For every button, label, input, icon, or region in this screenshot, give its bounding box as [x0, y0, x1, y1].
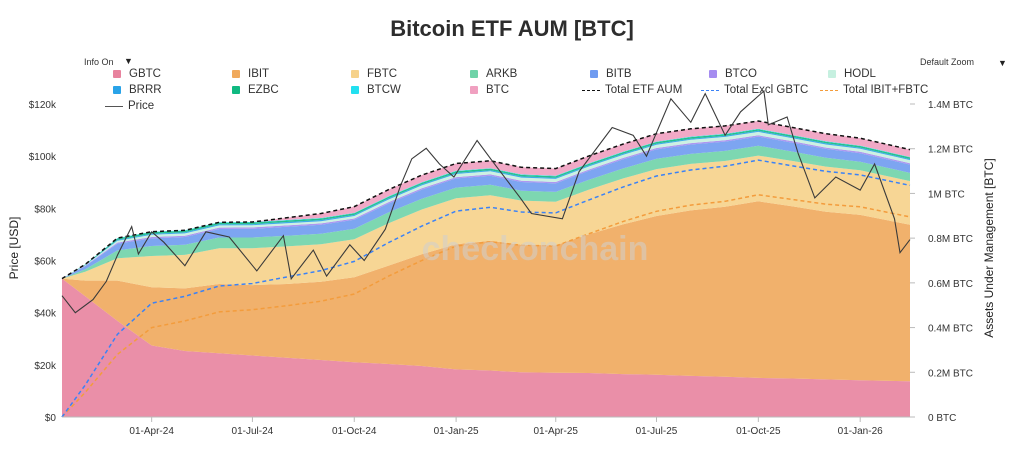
legend-item-total-etf-aum[interactable]: Total ETF AUM — [582, 84, 682, 96]
x-tick-label: 01-Oct-24 — [332, 426, 377, 437]
legend-swatch — [701, 89, 719, 91]
legend-swatch — [113, 70, 121, 78]
legend-label: BTC — [486, 84, 509, 96]
legend-swatch — [709, 70, 717, 78]
y-right-tick-label: 1M BTC — [928, 189, 965, 200]
y-left-tick-label: $120k — [29, 100, 57, 111]
y-right-axis-title: Assets Under Management [BTC] — [982, 158, 996, 337]
y-left-axis-title: Price [USD] — [7, 217, 21, 280]
legend-item-fbtc[interactable]: FBTC — [351, 68, 397, 80]
legend-label: ARKB — [486, 68, 518, 80]
x-tick-label: 01-Jul-25 — [636, 426, 678, 437]
y-right-tick-label: 0.6M BTC — [928, 279, 973, 290]
legend-item-hodl[interactable]: HODL — [828, 68, 876, 80]
legend-label: HODL — [844, 68, 876, 80]
legend-swatch — [582, 89, 600, 91]
legend-swatch — [820, 89, 838, 91]
legend-item-total-ibit-fbtc[interactable]: Total IBIT+FBTC — [820, 84, 928, 96]
axes: $0 $20k $40k $60k $80k $100k $120k 0 BTC 0.2M BT… — [7, 100, 996, 437]
legend-label: BTCW — [367, 84, 401, 96]
x-tick-label: 01-Jan-26 — [838, 426, 883, 437]
zoom-select[interactable]: Default Zoom — [920, 57, 974, 67]
legend-item-ibit[interactable]: IBIT — [232, 68, 269, 80]
area-gbtc — [62, 278, 910, 417]
area-ibit — [62, 201, 910, 382]
legend-swatch — [113, 86, 121, 94]
legend-label: BITB — [606, 68, 632, 80]
legend-item-arkb[interactable]: ARKB — [470, 68, 517, 80]
legend-swatch — [351, 70, 359, 78]
legend-item-brrr[interactable]: BRRR — [113, 84, 162, 96]
legend-label: FBTC — [367, 68, 398, 80]
x-tick-label: 01-Oct-25 — [736, 426, 781, 437]
legend-item-bitb[interactable]: BITB — [590, 68, 632, 80]
legend-label: Total IBIT+FBTC — [843, 84, 929, 96]
legend-swatch — [232, 86, 240, 94]
legend-item-btcw[interactable]: BTCW — [351, 84, 401, 96]
y-left-tick-label: $80k — [34, 204, 57, 215]
legend-label: Price — [128, 100, 155, 112]
line-price — [61, 89, 911, 314]
x-tick-label: 01-Apr-25 — [534, 426, 579, 437]
y-left-tick-label: $40k — [34, 309, 57, 320]
legend-label: Total Excl GBTC — [724, 84, 809, 96]
legend-swatch — [590, 70, 598, 78]
y-right-tick-label: 1.4M BTC — [928, 100, 973, 111]
stacked-area-layers — [62, 121, 910, 417]
legend-item-price[interactable]: Price — [105, 100, 154, 112]
area-bitb — [62, 136, 910, 279]
y-left-tick-label: $100k — [29, 152, 57, 163]
y-right-tick-label: 1.2M BTC — [928, 145, 973, 156]
y-left-tick-label: $20k — [34, 361, 57, 372]
y-right-tick-label: 0.4M BTC — [928, 324, 973, 335]
legend-label: GBTC — [129, 68, 161, 80]
y-left-tick-label: $0 — [45, 413, 57, 424]
info-dropdown-caret-icon[interactable]: ▼ — [124, 56, 133, 66]
area-hodl — [62, 131, 910, 279]
x-tick-label: 01-Apr-24 — [129, 426, 174, 437]
zoom-select-label: Default Zoom — [920, 57, 975, 67]
legend-swatch — [470, 70, 478, 78]
info-toggle-label: Info On — [84, 57, 114, 67]
x-tick-label: 01-Jul-24 — [232, 426, 274, 437]
legend-item-total-excl-gbtc[interactable]: Total Excl GBTC — [701, 84, 808, 96]
area-fbtc — [62, 155, 910, 289]
legend-swatch — [232, 70, 240, 78]
line-total-excl-gbtc — [61, 159, 911, 418]
y-left-tick-label: $60k — [34, 257, 57, 268]
line-total-etf-aum — [61, 120, 911, 280]
area-btc — [62, 121, 910, 279]
legend-label: Total ETF AUM — [605, 84, 683, 96]
legend-label: IBIT — [248, 68, 270, 80]
legend-swatch — [351, 86, 359, 94]
legend-swatch — [828, 70, 836, 78]
zoom-dropdown-caret-icon[interactable]: ▼ — [998, 58, 1007, 68]
legend-item-btco[interactable]: BTCO — [709, 68, 757, 80]
y-right-tick-label: 0.8M BTC — [928, 234, 973, 245]
watermark: checkonchain — [422, 230, 649, 268]
legend-item-gbtc[interactable]: GBTC — [113, 68, 161, 80]
legend-label: BTCO — [725, 68, 757, 80]
y-right-tick-label: 0.2M BTC — [928, 368, 973, 379]
y-right-tick-label: 0 BTC — [928, 413, 956, 424]
legend-swatch — [105, 105, 123, 107]
area-arkb — [62, 145, 910, 279]
chart-title: Bitcoin ETF AUM [BTC] — [390, 16, 634, 41]
line-total-ibit-fbtc — [61, 194, 911, 418]
x-tick-label: 01-Jan-25 — [434, 426, 479, 437]
overlay-lines — [61, 89, 911, 418]
legend-item-ezbc[interactable]: EZBC — [232, 84, 279, 96]
legend-swatch — [470, 86, 478, 94]
legend-item-btc[interactable]: BTC — [470, 84, 509, 96]
legend-label: BRRR — [129, 84, 162, 96]
info-toggle-button[interactable]: Info On — [84, 57, 114, 67]
legend-label: EZBC — [248, 84, 279, 96]
